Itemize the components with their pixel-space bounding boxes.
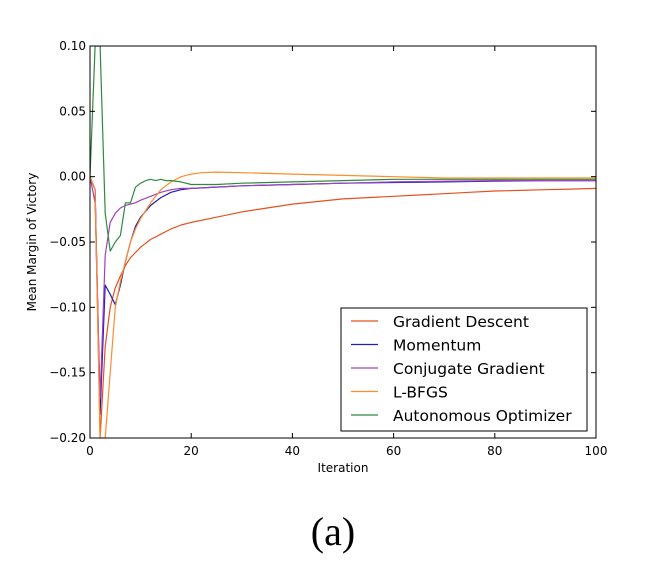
- legend-label: Conjugate Gradient: [393, 360, 545, 378]
- legend-label: Gradient Descent: [393, 313, 529, 331]
- x-tick-label: 0: [86, 444, 94, 458]
- y-tick-label: 0.10: [59, 39, 86, 53]
- y-tick-label: 0.05: [59, 104, 86, 118]
- legend-label: Momentum: [393, 337, 481, 355]
- ticks-layer: 0 20 40 60 80 100 −0.20 −0.15 −0.10 −0.05 0.00 0.05…: [49, 39, 607, 458]
- x-tick-label: 100: [585, 444, 608, 458]
- y-tick-label: −0.15: [49, 366, 86, 380]
- legend-box: [340, 307, 588, 432]
- legend-label: Autonomous Optimizer: [393, 407, 572, 425]
- x-tick-label: 40: [285, 444, 300, 458]
- series-line-gradient-descent: [90, 176, 596, 438]
- y-tick-label: −0.10: [49, 300, 86, 314]
- y-tick-label: 0.00: [59, 170, 86, 184]
- series-line-autonomous-optimizer: [90, 46, 596, 252]
- x-tick-label: 20: [184, 444, 199, 458]
- y-tick-label: −0.05: [49, 235, 86, 249]
- figure-caption: (a): [311, 509, 355, 554]
- series-layer: [90, 46, 596, 438]
- x-axis-label: Iteration: [318, 461, 369, 475]
- legend: Gradient Descent Momentum Conjugate Gradie…: [340, 307, 588, 432]
- series-line-conjugate-gradient: [90, 176, 596, 400]
- legend-label: L-BFGS: [393, 384, 448, 402]
- x-tick-label: 60: [386, 444, 401, 458]
- x-tick-label: 80: [487, 444, 502, 458]
- y-tick-label: −0.20: [49, 431, 86, 445]
- series-line-l-bfgs: [90, 171, 596, 438]
- y-axis-label: Mean Margin of Victory: [25, 173, 39, 312]
